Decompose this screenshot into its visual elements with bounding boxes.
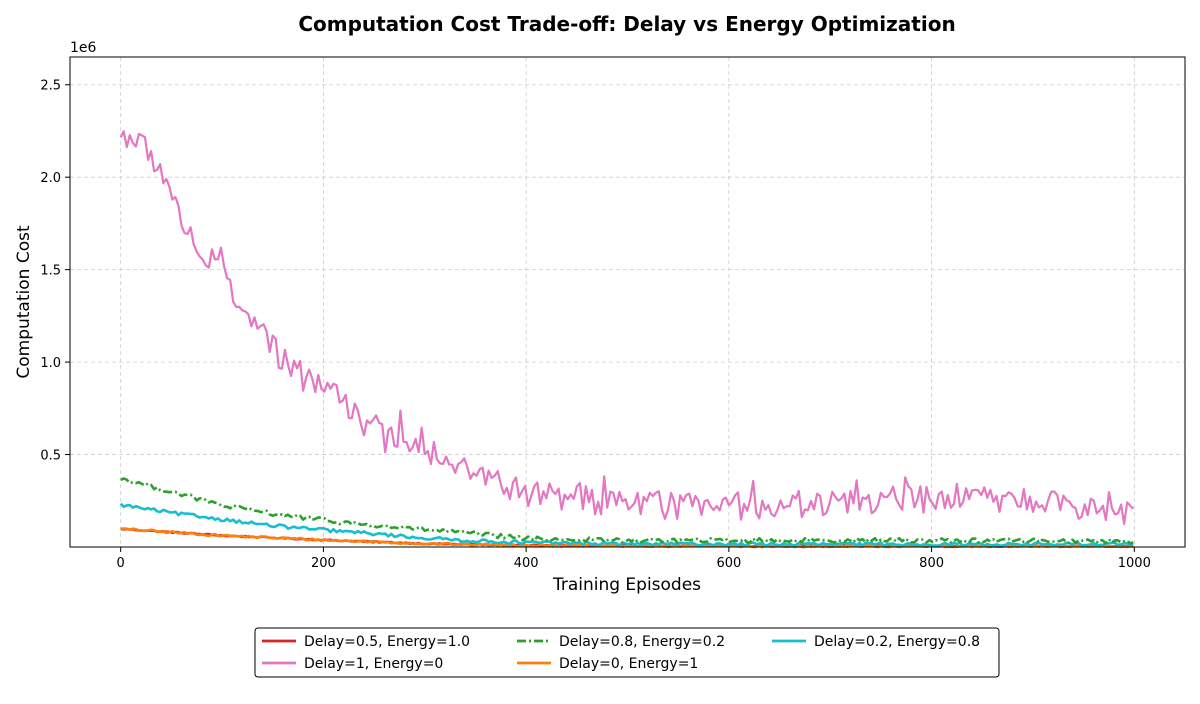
x-tick-label: 200 [311, 556, 336, 571]
y-tick-label: 0.5 [40, 449, 61, 464]
plot-frame [69, 56, 1186, 548]
series-lines [119, 130, 1135, 549]
x-tick-label: 600 [716, 556, 741, 571]
legend-label: Delay=0.8, Energy=0.2 [559, 634, 725, 650]
y-axis-label: Computation Cost [14, 225, 34, 379]
y-axis-multiplier: 1e6 [70, 40, 97, 56]
legend-label: Delay=0.2, Energy=0.8 [814, 634, 980, 650]
y-tick-label: 1.0 [40, 356, 61, 371]
y-tick-label: 2.5 [40, 79, 61, 94]
x-axis-label: Training Episodes [552, 575, 701, 595]
y-tick-label: 2.0 [40, 171, 61, 186]
x-tick-label: 800 [919, 556, 944, 571]
legend: Delay=0.5, Energy=1.0 Delay=1, Energy=0 De… [254, 627, 1000, 678]
y-tick-label: 1.5 [40, 264, 61, 279]
legend-label: Delay=0.5, Energy=1.0 [304, 634, 470, 650]
grid-lines [70, 57, 1185, 547]
chart-title: Computation Cost Trade-off: Delay vs Ene… [298, 12, 955, 36]
x-tick-label: 1000 [1118, 556, 1151, 571]
series-line [120, 477, 1134, 545]
legend-label: Delay=1, Energy=0 [304, 656, 443, 672]
x-tick-label: 0 [117, 556, 125, 571]
series-line [119, 502, 1134, 548]
legend-label: Delay=0, Energy=1 [559, 656, 698, 672]
series-line [119, 130, 1135, 526]
legend-frame [254, 627, 1000, 678]
axis-ticks: 0 200 400 600 800 1000 0.5 1.0 1.5 2.0 2.5 [40, 79, 1151, 571]
x-tick-label: 400 [514, 556, 539, 571]
